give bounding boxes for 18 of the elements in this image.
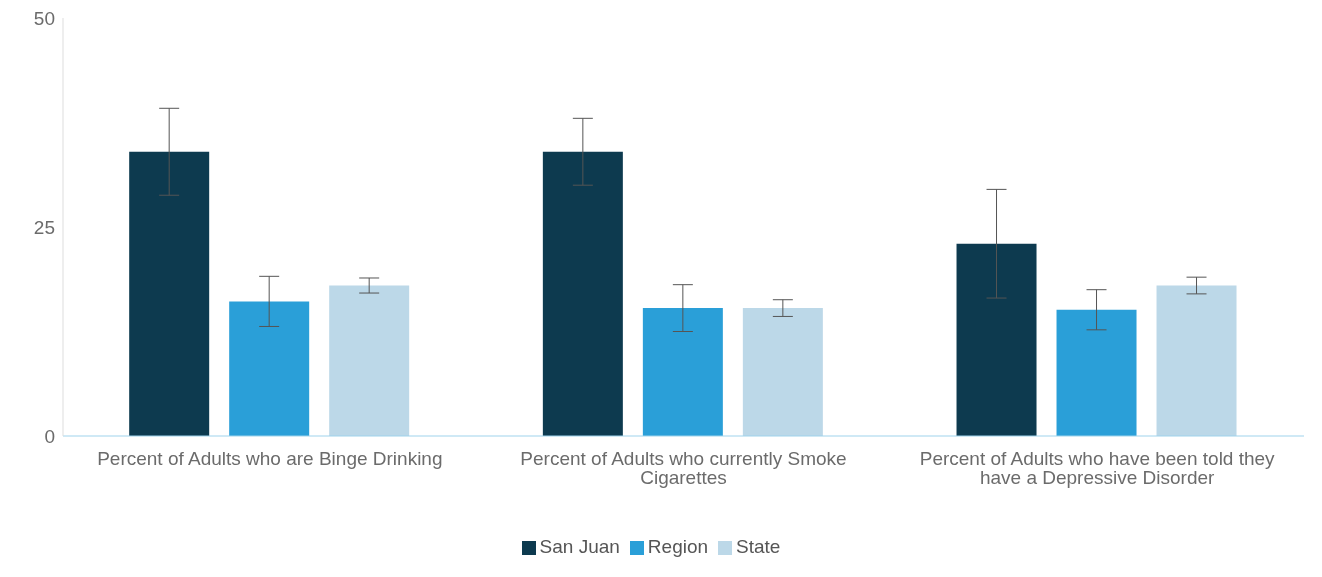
- legend-label: State: [736, 536, 781, 557]
- bar: [329, 285, 410, 436]
- bar: [542, 151, 623, 436]
- bar: [1056, 309, 1137, 436]
- bar: [229, 301, 310, 436]
- legend-label: San Juan: [539, 536, 620, 557]
- bar: [956, 243, 1037, 436]
- bar: [1156, 285, 1237, 436]
- x-tick-label: Percent of Adults who currently Smoke Cigarettes: [520, 448, 847, 489]
- bar: [642, 308, 723, 436]
- legend-label: Region: [647, 536, 709, 557]
- bar: [129, 151, 210, 436]
- y-tick-label: 25: [33, 216, 55, 238]
- bar: [742, 308, 823, 436]
- y-tick-label: 50: [33, 7, 55, 29]
- y-tick-label: 0: [44, 425, 55, 447]
- x-tick-label: Percent of Adults who are Binge Drinking: [97, 448, 443, 470]
- x-tick-label: Percent of Adults who have been told they have a Depressive Disorder: [919, 448, 1276, 489]
